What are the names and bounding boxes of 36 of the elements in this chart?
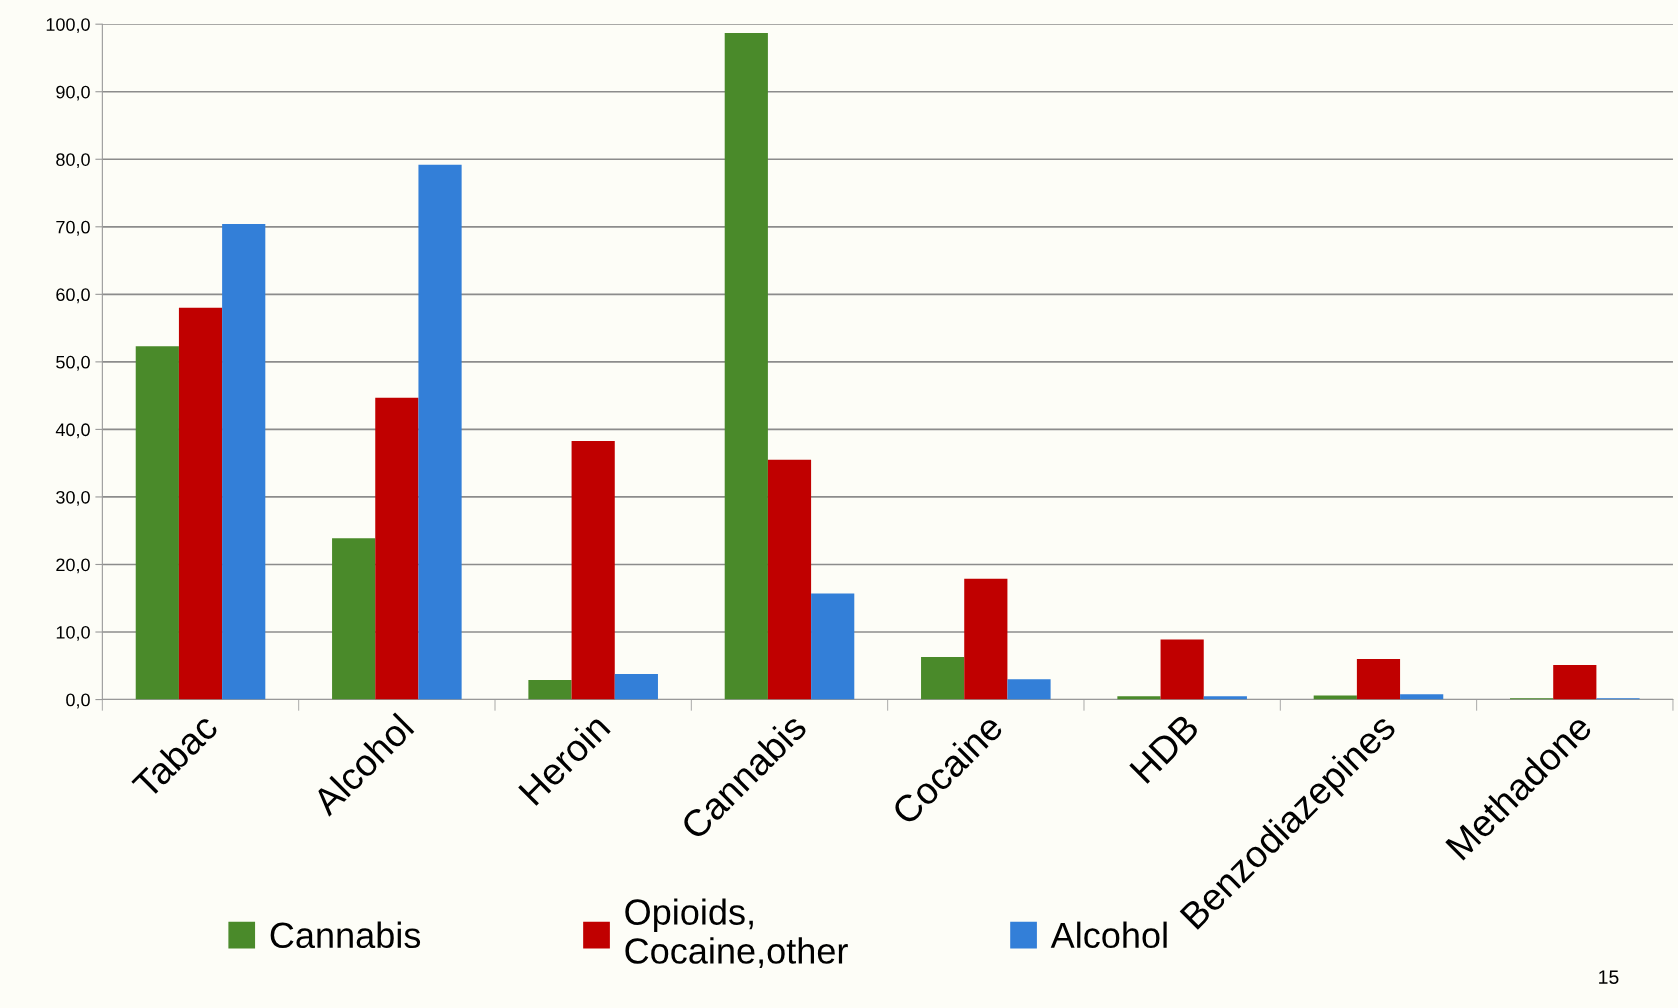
y-tick-label: 70,0 bbox=[56, 220, 90, 236]
bar bbox=[1400, 694, 1444, 700]
y-tick-label: 100,0 bbox=[46, 18, 90, 34]
y-tick-label: 60,0 bbox=[56, 288, 90, 304]
bar bbox=[332, 538, 376, 700]
y-tick-label: 20,0 bbox=[56, 558, 90, 574]
bar bbox=[135, 346, 179, 700]
y-tick-label: 90,0 bbox=[56, 85, 90, 101]
bar bbox=[528, 679, 572, 700]
bar bbox=[614, 673, 658, 700]
legend-label: Opioids, Cocaine,other bbox=[625, 898, 848, 969]
bar bbox=[964, 578, 1008, 700]
bar bbox=[724, 32, 768, 700]
y-tick-label: 30,0 bbox=[56, 490, 90, 506]
bar bbox=[418, 164, 462, 700]
bar bbox=[375, 397, 419, 700]
bar bbox=[1117, 696, 1161, 700]
y-tick-label: 10,0 bbox=[56, 625, 90, 641]
text: 15 bbox=[1599, 970, 1619, 984]
y-tick-label: 0,0 bbox=[66, 693, 90, 709]
y-tick-label: 40,0 bbox=[55, 423, 90, 439]
bar bbox=[811, 593, 855, 700]
bar bbox=[767, 459, 812, 700]
bar bbox=[1160, 639, 1204, 700]
y-tick-label: 50,0 bbox=[56, 355, 90, 371]
legend-label: Alcohol bbox=[1050, 921, 1167, 949]
y-tick-label: 80,0 bbox=[56, 153, 90, 169]
bar bbox=[571, 440, 615, 700]
bar bbox=[921, 657, 965, 700]
bar bbox=[1553, 665, 1597, 700]
legend-label: Cannabis bbox=[270, 921, 421, 949]
bar bbox=[178, 307, 223, 700]
bar bbox=[222, 224, 266, 700]
bar bbox=[1313, 695, 1357, 700]
bar bbox=[1007, 679, 1051, 700]
bar bbox=[1356, 659, 1401, 700]
